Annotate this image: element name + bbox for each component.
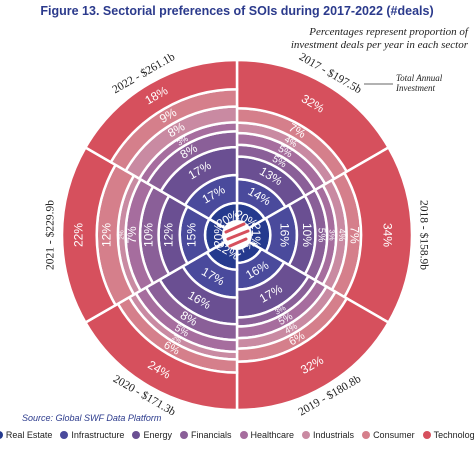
legend-item: Financials	[179, 430, 232, 440]
value-label: 5%	[316, 228, 327, 243]
legend-label: Consumer	[373, 430, 415, 440]
value-label: 7%	[348, 226, 362, 244]
legend-label: Industrials	[313, 430, 355, 440]
ring-segment	[83, 58, 239, 164]
legend-swatch	[132, 431, 141, 439]
value-label: 15%	[185, 223, 199, 247]
value-label: 7%	[125, 226, 139, 244]
legend-label: Healthcare	[250, 430, 295, 440]
legend-swatch	[0, 431, 3, 439]
legend-swatch	[179, 431, 188, 439]
value-label: 2%	[118, 230, 125, 240]
value-label: 34%	[380, 223, 394, 247]
legend-item: Industrials	[302, 430, 354, 440]
legend-label: Infrastructure	[71, 430, 125, 440]
legend-label: Financials	[190, 430, 232, 440]
source: Source: Global SWF Data Platform	[22, 413, 162, 423]
value-label: 10%	[300, 223, 314, 247]
legend-label: Technology	[433, 430, 474, 440]
year-label: 2021 - $229.9b	[44, 200, 57, 270]
legend-swatch	[362, 431, 371, 439]
chart-title: Figure 13. Sectorial preferences of SOIs…	[40, 4, 434, 18]
legend-item: Healthcare	[239, 430, 295, 440]
value-label: 2%	[171, 334, 183, 345]
annotation: Total Annual Investment	[396, 73, 443, 93]
legend-item: Energy	[132, 430, 172, 440]
legend-swatch	[60, 431, 69, 439]
value-label: 3%	[328, 229, 337, 240]
legend-item: Infrastructure	[60, 430, 124, 440]
legend-label: Real Estate	[5, 430, 53, 440]
value-label: 10%	[141, 223, 155, 247]
legend-item: Consumer	[362, 430, 415, 440]
value-label: 12%	[99, 223, 113, 247]
legend-swatch	[422, 431, 431, 439]
chart-subtitle: Percentages represent proportion of inve…	[290, 26, 468, 51]
legend-item: Real Estate	[0, 430, 52, 440]
legend-swatch	[239, 431, 248, 439]
center-logo	[222, 220, 252, 250]
value-label: 12%	[161, 223, 175, 247]
year-label: 2018 - $158.9b	[417, 200, 430, 270]
legend-label: Energy	[143, 430, 172, 440]
legend-item: Technology	[422, 430, 474, 440]
legend: Real Estate Infrastructure Energy Financial…	[0, 430, 474, 440]
value-label: 20%	[212, 223, 226, 247]
logo-stripes	[224, 222, 250, 248]
legend-swatch	[302, 431, 311, 439]
value-label: 4%	[337, 229, 347, 242]
value-label: 22%	[72, 223, 86, 247]
value-label: 21%	[249, 223, 263, 247]
value-label: 16%	[277, 223, 291, 247]
